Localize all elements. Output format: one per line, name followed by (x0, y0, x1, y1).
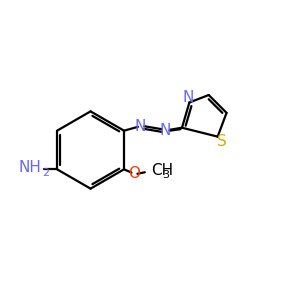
Text: NH: NH (19, 160, 42, 175)
Text: N: N (160, 123, 171, 138)
Text: 3: 3 (162, 170, 169, 180)
Text: O: O (128, 166, 140, 181)
Text: N: N (135, 119, 146, 134)
Text: S: S (217, 134, 227, 148)
Text: N: N (182, 90, 194, 105)
Text: 2: 2 (42, 168, 50, 178)
Text: CH: CH (151, 163, 173, 178)
